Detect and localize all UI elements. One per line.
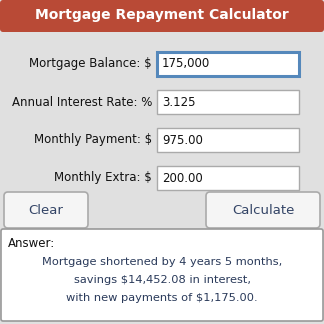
Text: Answer:: Answer:	[8, 237, 55, 250]
Text: Mortgage Repayment Calculator: Mortgage Repayment Calculator	[35, 8, 289, 22]
Text: Calculate: Calculate	[232, 203, 294, 216]
FancyBboxPatch shape	[0, 0, 324, 32]
FancyBboxPatch shape	[157, 128, 299, 152]
FancyBboxPatch shape	[157, 90, 299, 114]
Text: 3.125: 3.125	[162, 96, 195, 109]
FancyBboxPatch shape	[157, 166, 299, 190]
Text: Annual Interest Rate: %: Annual Interest Rate: %	[12, 96, 152, 109]
Text: with new payments of $1,175.00.: with new payments of $1,175.00.	[66, 293, 258, 303]
Text: 175,000: 175,000	[162, 57, 210, 71]
Text: 975.00: 975.00	[162, 133, 203, 146]
Text: Mortgage Balance: $: Mortgage Balance: $	[29, 57, 152, 71]
Text: Monthly Payment: $: Monthly Payment: $	[34, 133, 152, 146]
Text: 200.00: 200.00	[162, 171, 203, 184]
FancyBboxPatch shape	[206, 192, 320, 228]
FancyBboxPatch shape	[157, 52, 299, 76]
FancyBboxPatch shape	[1, 229, 323, 321]
Text: Monthly Extra: $: Monthly Extra: $	[54, 171, 152, 184]
Text: Clear: Clear	[29, 203, 64, 216]
Text: Mortgage shortened by 4 years 5 months,: Mortgage shortened by 4 years 5 months,	[42, 257, 282, 267]
FancyBboxPatch shape	[4, 192, 88, 228]
Text: savings $14,452.08 in interest,: savings $14,452.08 in interest,	[74, 275, 250, 285]
